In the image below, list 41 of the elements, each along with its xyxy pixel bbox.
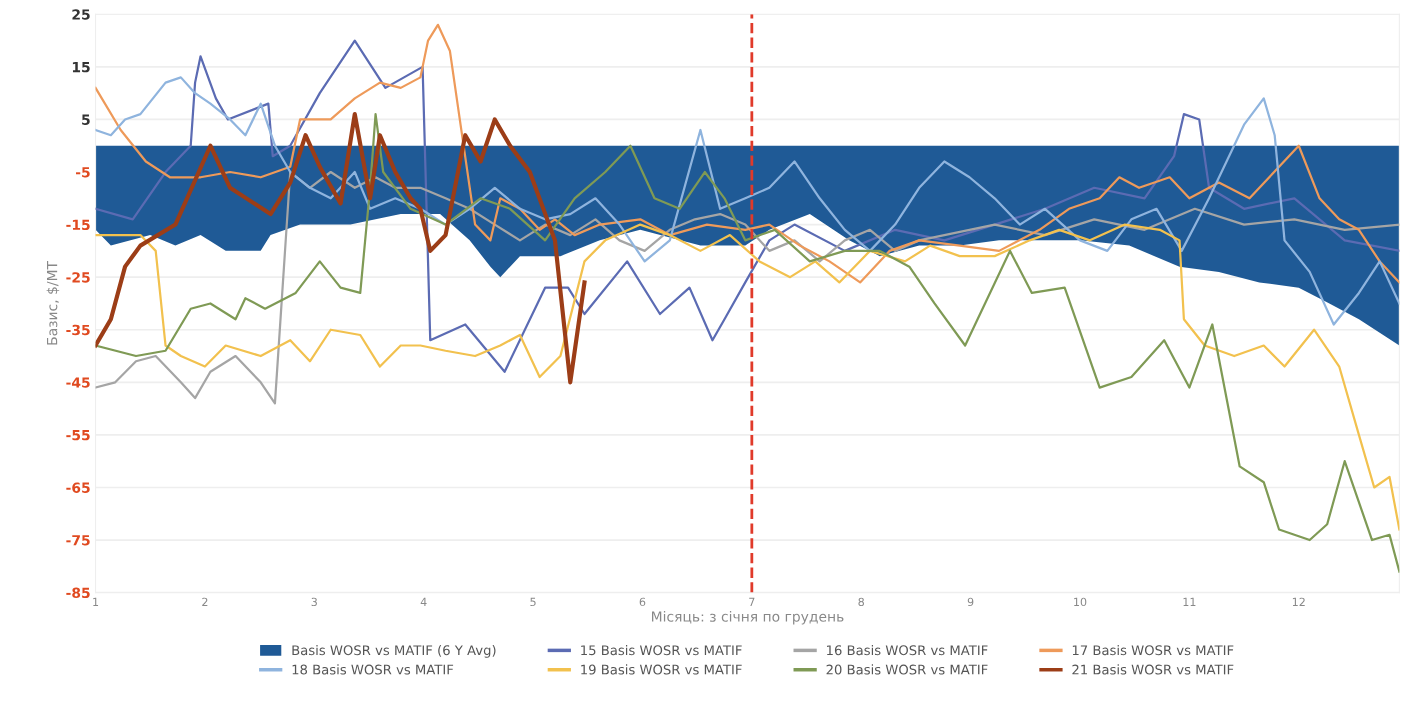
x-tick-label: 2	[202, 597, 208, 606]
x-tick-label: 11	[1183, 597, 1196, 606]
y-tick-label: 15	[72, 62, 90, 73]
line-series	[95, 113, 1400, 573]
line-series	[95, 223, 1400, 531]
line-series	[95, 112, 587, 385]
y-tick-label: -35	[66, 324, 90, 336]
y-tick-label: 5	[82, 114, 90, 125]
legend-label: 21 Basis WOSR vs MATIF	[1072, 664, 1234, 675]
y-tick-label: -55	[66, 430, 90, 441]
y-tick-label: -25	[66, 272, 90, 283]
line-series	[95, 76, 1400, 326]
y-tick-label: -75	[66, 535, 90, 546]
legend-label: Basis WOSR vs MATIF (6 Y Avg)	[292, 644, 496, 658]
x-axis-title: Місяць: з січня по грудень	[651, 611, 844, 625]
x-tick-label: 3	[311, 597, 317, 607]
y-tick-label: -65	[66, 482, 90, 493]
x-tick-label: 10	[1074, 597, 1087, 607]
line-series	[95, 39, 1400, 373]
y-tick-label: -85	[66, 587, 90, 599]
y-tick-label: -15	[66, 219, 90, 231]
legend-label: 17 Basis WOSR vs MATIF	[1072, 644, 1234, 656]
legend-label: 18 Basis WOSR vs MATIF	[292, 664, 454, 675]
y-axis-title: Базис, $/МТ	[46, 260, 60, 345]
line-series	[95, 23, 1400, 284]
x-tick-label: 4	[420, 597, 427, 606]
y-tick-label: 25	[72, 9, 90, 20]
line-series	[95, 170, 1400, 405]
legend-label: 16 Basis WOSR vs MATIF	[827, 644, 988, 656]
x-tick-label: 8	[858, 597, 864, 607]
x-tick-label: 5	[530, 597, 536, 607]
legend-label: 20 Basis WOSR vs MATIF	[826, 664, 988, 675]
y-tick-label: -45	[66, 377, 90, 388]
x-tick-label: 6	[639, 597, 646, 607]
x-tick-label: 7	[749, 597, 755, 606]
legend-label: 15 Basis WOSR vs MATIF	[581, 644, 742, 656]
x-tick-label: 12	[1292, 597, 1305, 606]
x-tick-label: 1	[93, 597, 99, 606]
x-tick-label: 9	[967, 597, 974, 607]
legend-label: 19 Basis WOSR vs MATIF	[581, 664, 742, 675]
y-tick-label: -5	[76, 167, 90, 178]
